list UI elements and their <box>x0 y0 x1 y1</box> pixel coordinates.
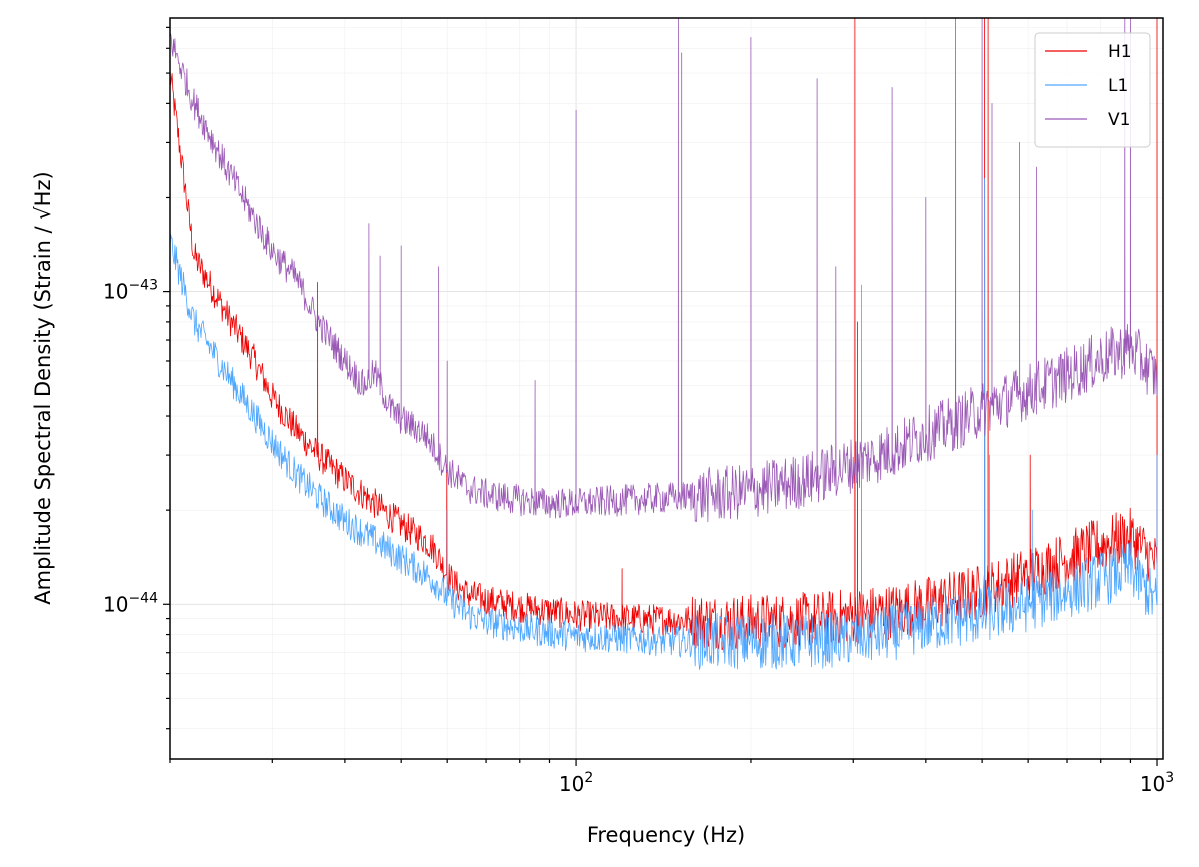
grid <box>169 18 1163 759</box>
y-axis-title: Amplitude Spectral Density (Strain / √Hz… <box>31 171 55 604</box>
x-tick-label: 102 <box>559 770 593 796</box>
series-line-l1 <box>170 178 1158 670</box>
legend-box <box>1034 32 1151 148</box>
x-tick-label: 103 <box>1140 770 1174 796</box>
plot-frame <box>169 17 1164 760</box>
tick-labels: 102 103 10−44 10−43 <box>103 278 1174 796</box>
legend-label-l1: L1 <box>1108 76 1128 96</box>
y-tick-label: 10−44 <box>103 590 158 616</box>
ticks <box>163 26 1158 766</box>
y-tick-label: 10−43 <box>103 278 158 304</box>
legend-label-h1: H1 <box>1108 42 1132 62</box>
legend-label-v1: V1 <box>1108 110 1130 130</box>
series-layer <box>170 18 1158 670</box>
x-axis-title: Frequency (Hz) <box>587 823 745 847</box>
legend: H1 L1 V1 <box>1034 32 1151 148</box>
series-line-h1 <box>170 18 1158 651</box>
series-line-v1 <box>170 18 1158 523</box>
